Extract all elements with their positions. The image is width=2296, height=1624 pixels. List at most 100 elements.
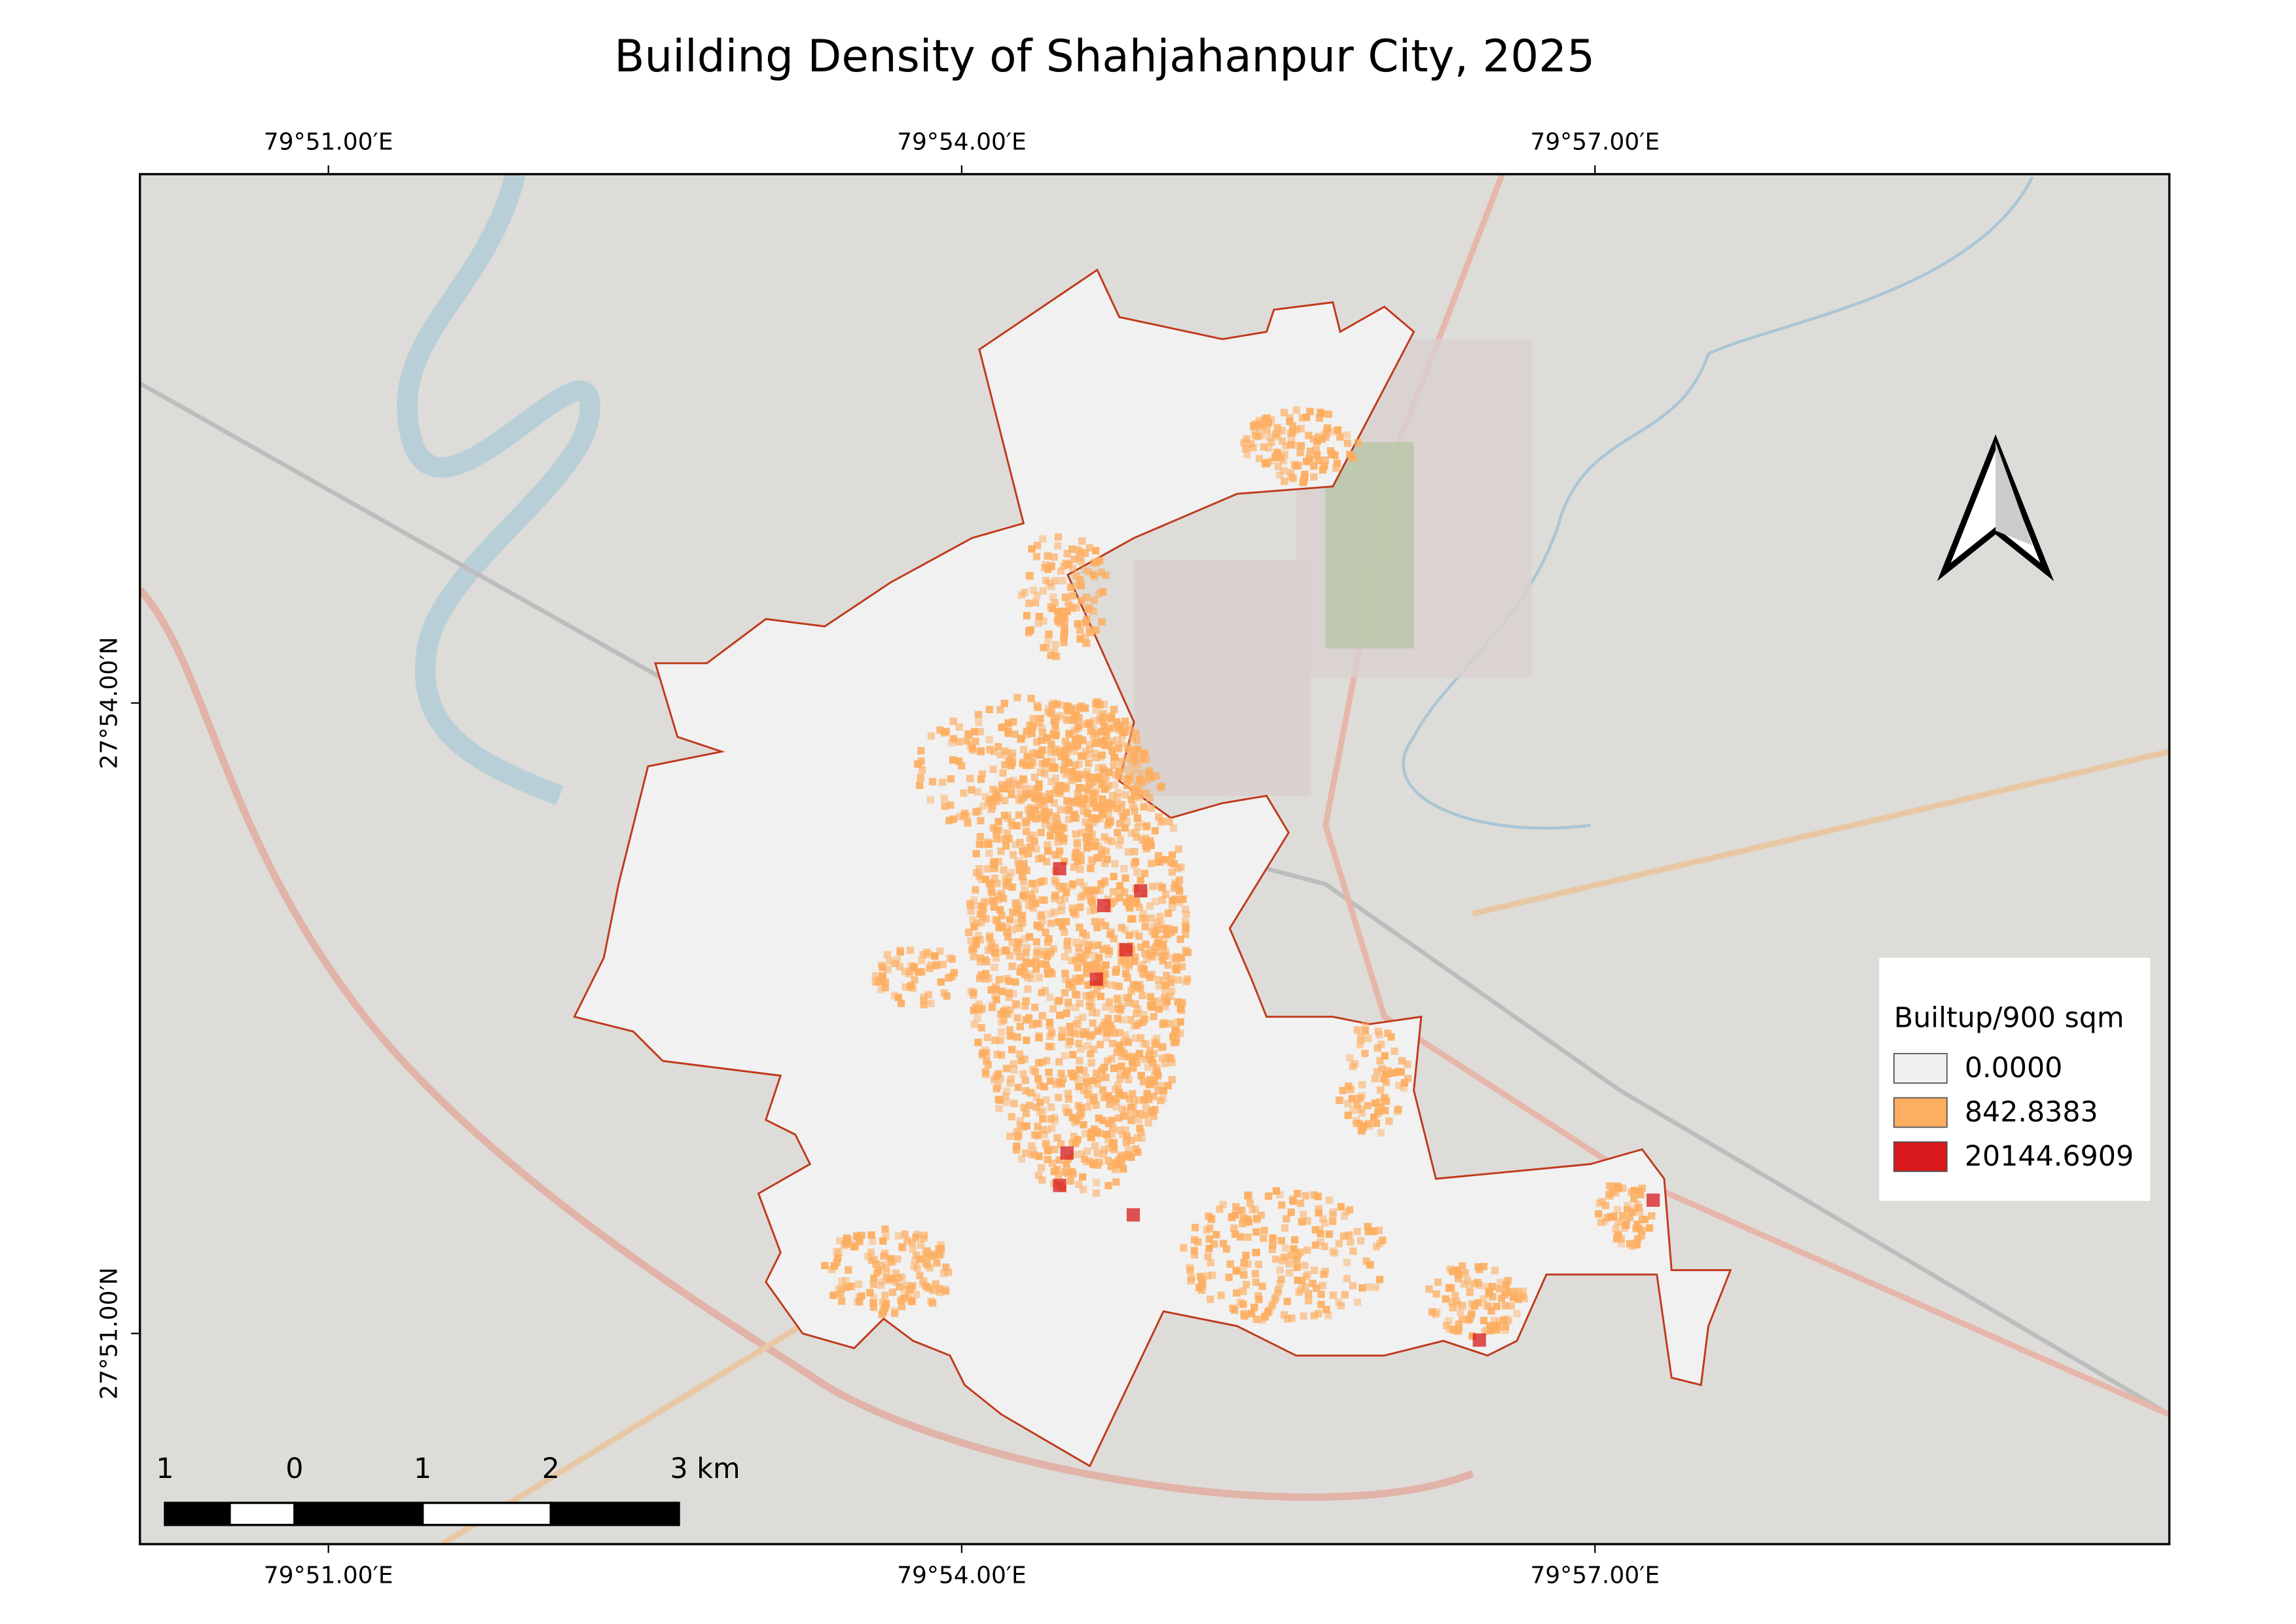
density-cell (1012, 822, 1020, 830)
density-cell (1358, 1080, 1366, 1089)
density-cell (1269, 1241, 1277, 1249)
density-cell (1463, 1276, 1471, 1284)
density-cell (1002, 928, 1011, 936)
density-cell (1353, 1228, 1361, 1236)
density-cell (1001, 796, 1009, 805)
density-cell (1322, 1306, 1330, 1314)
density-cell (1014, 1083, 1022, 1092)
density-cell (1145, 1080, 1154, 1089)
density-cell (1099, 946, 1107, 953)
density-cell (1287, 1252, 1296, 1260)
density-cell (985, 974, 993, 982)
density-cell (1015, 866, 1023, 874)
density-cell (1273, 1289, 1281, 1297)
density-cell (1205, 1212, 1212, 1220)
density-cell (1129, 1103, 1137, 1111)
density-cell (1078, 1173, 1087, 1181)
density-cell (1132, 746, 1140, 754)
density-cell (1015, 1050, 1023, 1058)
density-cell (1032, 1103, 1040, 1111)
density-cell (984, 799, 993, 807)
density-cell (1331, 1249, 1339, 1257)
density-cell (1260, 1234, 1267, 1242)
density-cell (1291, 441, 1300, 449)
density-cell (1008, 1046, 1016, 1054)
density-cell (1076, 703, 1084, 711)
density-cell (1116, 820, 1124, 828)
density-cell (894, 1255, 902, 1263)
density-cell (1023, 973, 1032, 982)
density-cell (1005, 834, 1013, 843)
density-cell (1023, 1037, 1030, 1044)
density-cell (1372, 1283, 1379, 1291)
density-cell (1488, 1283, 1497, 1291)
density-cell (1442, 1321, 1451, 1329)
density-cell (1103, 855, 1111, 863)
density-cell (1130, 1054, 1138, 1061)
density-cell (1125, 1152, 1133, 1160)
density-cell (1082, 633, 1089, 641)
density-cell (1068, 545, 1076, 553)
density-cell (1451, 1291, 1459, 1299)
density-cell (1006, 1032, 1014, 1040)
density-cell (1140, 1016, 1149, 1024)
density-cell (1161, 856, 1169, 864)
scale-segment (228, 1502, 296, 1526)
density-cell (970, 991, 977, 999)
density-cell (1375, 1227, 1383, 1234)
density-cell (1281, 477, 1288, 485)
density-cell (1159, 977, 1167, 985)
density-cell (1104, 1135, 1112, 1144)
density-cell (1032, 957, 1040, 965)
density-cell (1061, 1168, 1070, 1176)
density-cell (1092, 838, 1100, 846)
density-cell (972, 869, 981, 877)
density-cell (1095, 1075, 1102, 1083)
density-cell (1083, 593, 1091, 601)
density-cell (1206, 1224, 1214, 1232)
density-cell (1089, 819, 1097, 826)
density-cell (1247, 440, 1255, 448)
density-cell (1148, 774, 1156, 782)
density-cell (1042, 576, 1050, 584)
density-cell (1328, 428, 1336, 435)
density-cell (1112, 965, 1120, 974)
density-cell (1395, 1082, 1403, 1090)
density-cell (1055, 832, 1063, 840)
density-cell (1027, 843, 1035, 851)
density-cell (1101, 722, 1108, 731)
density-cell (1099, 1094, 1108, 1101)
density-cell (1049, 825, 1058, 833)
density-cell (1601, 1202, 1610, 1209)
density-cell (1633, 1241, 1641, 1249)
density-cell (1317, 1230, 1324, 1238)
density-cell (1300, 1312, 1307, 1320)
density-cell (1057, 1011, 1065, 1020)
density-cell (986, 796, 994, 803)
density-cell (1377, 1129, 1385, 1137)
density-cell (1021, 935, 1029, 943)
density-hotspot (1126, 1208, 1140, 1222)
density-cell (1077, 954, 1085, 963)
density-cell (1083, 639, 1091, 647)
density-cell (1020, 1103, 1028, 1111)
density-cell (1020, 777, 1028, 784)
density-cell (1110, 762, 1118, 769)
density-cell (1114, 828, 1121, 837)
density-cell (1638, 1185, 1646, 1192)
density-cell (1154, 852, 1163, 860)
density-cell (1454, 1327, 1462, 1335)
density-cell (1302, 1283, 1309, 1291)
density-cell (1278, 426, 1286, 435)
density-cell (990, 748, 998, 756)
density-cell (1074, 546, 1082, 554)
density-cell (1122, 809, 1131, 817)
density-cell (1066, 1029, 1074, 1037)
density-cell (1637, 1190, 1645, 1199)
density-cell (1092, 1101, 1100, 1109)
density-cell (1114, 794, 1121, 802)
density-cell (1278, 437, 1286, 445)
density-cell (1449, 1325, 1457, 1333)
density-cell (888, 1288, 897, 1296)
